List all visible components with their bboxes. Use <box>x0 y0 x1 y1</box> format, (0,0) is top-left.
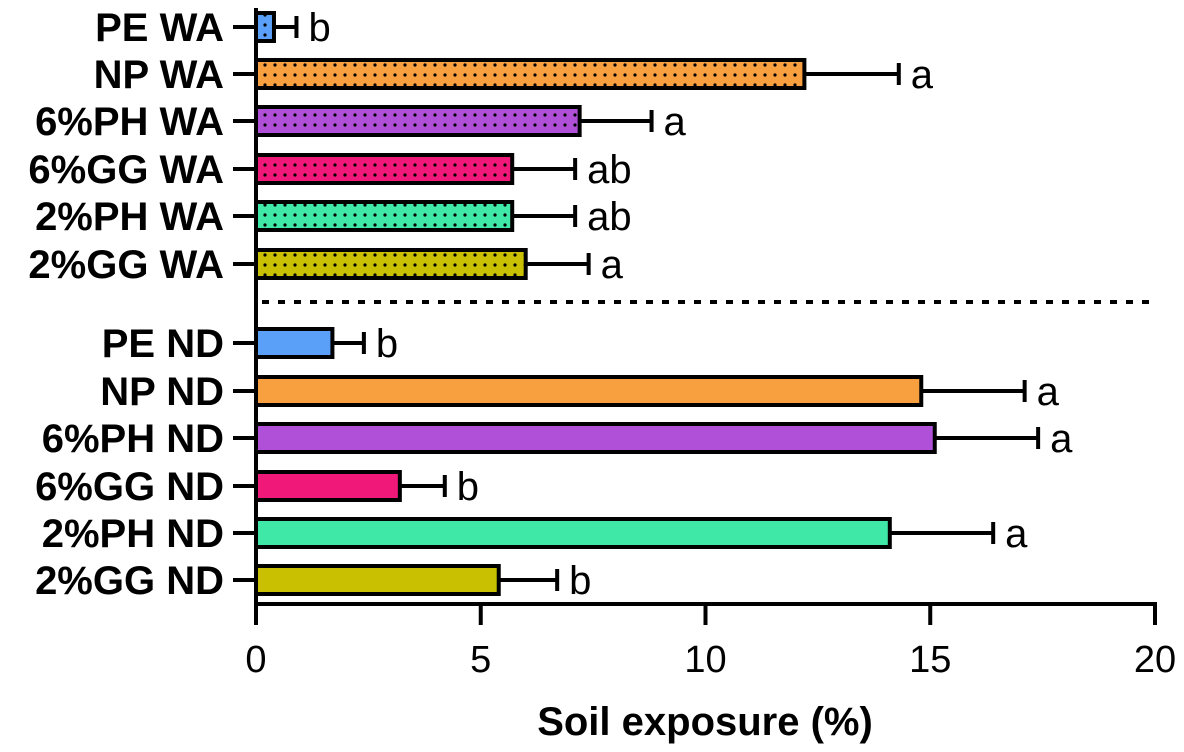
x-tick-label: 20 <box>1134 639 1176 681</box>
x-tick-label: 15 <box>909 639 951 681</box>
category-label: 6%PH ND <box>42 417 224 461</box>
category-label: 2%PH ND <box>42 512 224 556</box>
x-tick-label: 5 <box>470 639 491 681</box>
bar-pattern <box>258 15 272 39</box>
bars-layer: PE WA bNP WA a6%PH WA a6%GG WA ab2%PH WA ab2%… <box>28 6 1155 603</box>
significance-label: b <box>376 322 398 366</box>
bar <box>254 517 892 549</box>
category-label: PE WA <box>95 6 224 50</box>
category-label: NP WA <box>94 53 224 97</box>
significance-label: a <box>911 53 934 97</box>
category-label: 2%GG WA <box>28 243 224 287</box>
bar <box>254 375 924 407</box>
significance-label: b <box>308 6 330 50</box>
bar <box>254 564 501 596</box>
category-label: 6%GG ND <box>35 465 224 509</box>
significance-label: a <box>601 243 624 287</box>
significance-label: b <box>457 465 479 509</box>
significance-label: ab <box>587 195 632 239</box>
significance-label: a <box>1037 370 1060 414</box>
category-label: NP ND <box>100 370 224 414</box>
bar-pattern <box>258 204 511 228</box>
bar <box>254 422 937 454</box>
bar-pattern <box>258 109 578 133</box>
category-label: PE ND <box>102 322 224 366</box>
bar <box>254 470 402 502</box>
bar-pattern <box>258 157 511 181</box>
x-axis: 0 5 10 15 20 <box>245 8 1176 681</box>
bar <box>254 327 335 359</box>
significance-label: a <box>1050 417 1073 461</box>
significance-label: b <box>569 559 591 603</box>
category-label: 6%PH WA <box>35 100 224 144</box>
bar-pattern <box>258 252 524 276</box>
bar-pattern <box>258 62 803 86</box>
category-label: 6%GG WA <box>28 148 224 192</box>
x-tick-label: 0 <box>245 639 266 681</box>
significance-label: ab <box>587 148 632 192</box>
significance-label: a <box>1005 512 1028 556</box>
x-axis-title: Soil exposure (%) <box>537 700 873 744</box>
significance-label: a <box>664 100 687 144</box>
category-label: 2%PH WA <box>35 195 224 239</box>
category-label: 2%GG ND <box>35 559 224 603</box>
x-tick-label: 10 <box>684 639 726 681</box>
